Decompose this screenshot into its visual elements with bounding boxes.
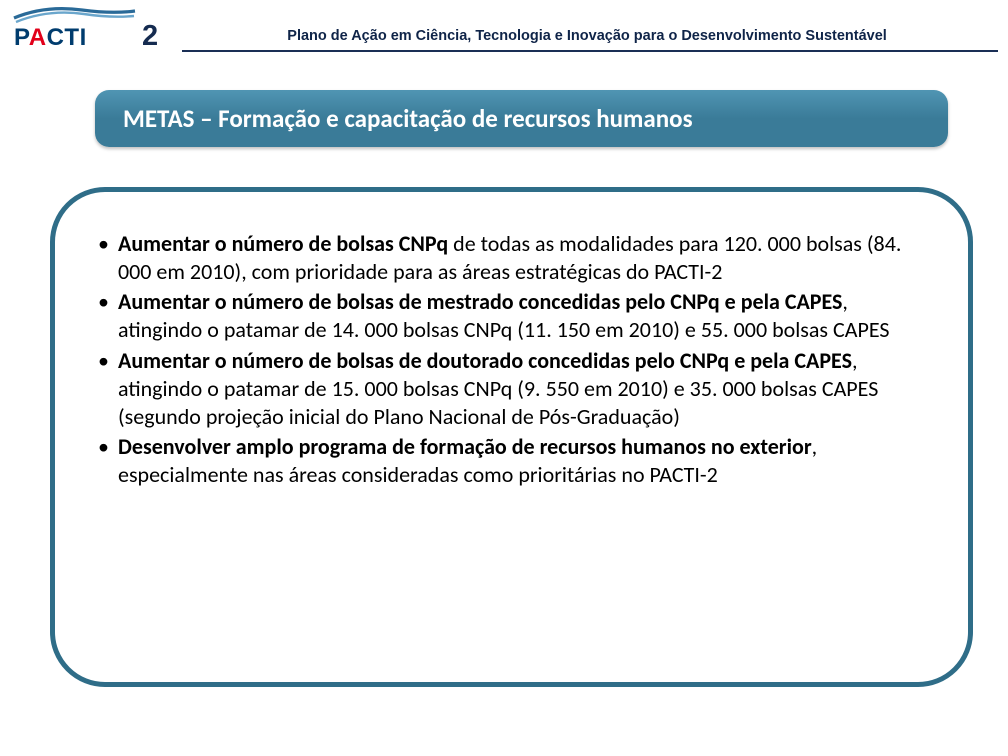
logo-text: PACTI <box>14 24 87 52</box>
logo-letter-p: P <box>14 24 29 51</box>
bullet-bold: Aumentar o número de bolsas de doutorado… <box>118 347 852 374</box>
list-item: Desenvolver amplo programa de formação d… <box>90 433 933 489</box>
header-rule <box>182 50 998 52</box>
pacti-logo: PACTI <box>12 8 137 50</box>
header-title: Plano de Ação em Ciência, Tecnologia e I… <box>178 28 996 50</box>
bullet-bold: Aumentar o número de bolsas CNPq <box>118 230 448 257</box>
logo-letter-c: C <box>47 24 65 51</box>
list-item: Aumentar o número de bolsas de mestrado … <box>90 288 933 344</box>
logo-letter-t: T <box>64 24 79 51</box>
list-item: Aumentar o número de bolsas de doutorado… <box>90 347 933 431</box>
version-number: 2 <box>142 20 158 53</box>
bullet-bold: Aumentar o número de bolsas de mestrado … <box>118 288 842 315</box>
bullet-bold: Desenvolver amplo programa de formação d… <box>118 433 812 460</box>
slide-header: PACTI 2 Plano de Ação em Ciência, Tecnol… <box>0 0 1008 54</box>
metas-banner-text: METAS – Formação e capacitação de recurs… <box>123 103 920 134</box>
logo-letter-i: I <box>80 24 87 51</box>
metas-banner: METAS – Formação e capacitação de recurs… <box>95 90 948 147</box>
content-box: Aumentar o número de bolsas CNPq de toda… <box>50 187 973 687</box>
logo-container: PACTI 2 <box>12 8 158 50</box>
list-item: Aumentar o número de bolsas CNPq de toda… <box>90 230 933 286</box>
logo-swoosh-icon <box>10 6 140 26</box>
logo-letter-a: A <box>29 24 47 51</box>
bullet-list: Aumentar o número de bolsas CNPq de toda… <box>90 230 933 489</box>
